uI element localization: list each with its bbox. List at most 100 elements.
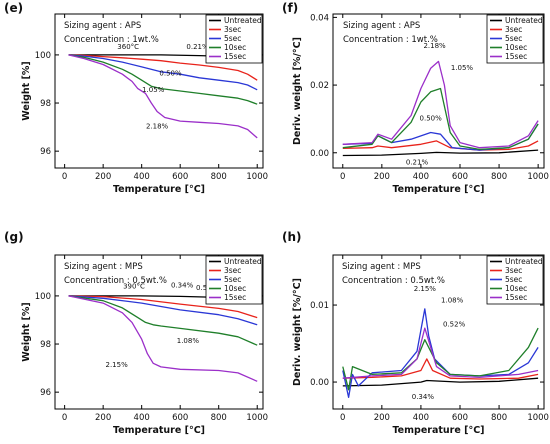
series-line-5sec xyxy=(342,308,539,399)
plot-frame xyxy=(54,254,264,410)
annotation-label: 2.15% xyxy=(106,361,129,369)
chart-info-text: Sizing agent : MPS xyxy=(342,262,421,272)
annotation-label: 1.05% xyxy=(451,64,474,72)
annotation-label: 2.15% xyxy=(414,285,437,293)
panel-label: (g) xyxy=(4,230,24,244)
y-axis-title: Deriv. weight [%/°C] xyxy=(292,278,303,386)
legend-label: 10sec xyxy=(505,284,527,293)
chart-panel-e: (e) 0 200 400 600 800 1000 96 98 100 Temperature [… xyxy=(4,1,268,195)
x-tick-label: 1000 xyxy=(527,413,549,423)
series-line-15sec xyxy=(342,60,539,149)
legend-label: 5sec xyxy=(224,34,241,43)
panel-label: (e) xyxy=(4,1,23,15)
legend-label: 15sec xyxy=(505,293,527,302)
legend-label: 10sec xyxy=(505,43,527,52)
x-tick-label: 200 xyxy=(374,413,390,423)
x-tick-label: 600 xyxy=(172,413,188,423)
series-line-3sec xyxy=(68,295,258,319)
legend-label: 15sec xyxy=(224,52,246,61)
series-line-5sec xyxy=(68,54,258,91)
series-line-untreated xyxy=(342,377,539,387)
y-tick-label: 100 xyxy=(35,51,51,61)
x-axis-title: Temperature [°C] xyxy=(392,184,484,195)
y-tick-label: 0.02 xyxy=(310,81,329,91)
annotation-label: 0.50% xyxy=(420,115,443,123)
annotation-label: 1.05% xyxy=(142,86,165,94)
x-tick-label: 600 xyxy=(452,413,468,423)
series-line-10sec xyxy=(68,295,258,346)
plot-frame xyxy=(332,254,545,410)
x-tick-label: 0 xyxy=(62,172,67,182)
series-line-10sec xyxy=(342,87,539,151)
x-tick-label: 800 xyxy=(211,413,227,423)
x-axis-title: Temperature [°C] xyxy=(113,184,205,195)
y-tick-label: 0.01 xyxy=(310,301,329,311)
legend-label: 3sec xyxy=(505,266,522,275)
annotation-label: 360°C xyxy=(117,43,139,51)
series-line-15sec xyxy=(68,54,258,139)
annotation-label: 0.21% xyxy=(406,159,429,167)
legend-label: 5sec xyxy=(505,275,522,284)
plot-frame xyxy=(54,13,264,169)
legend-label: 15sec xyxy=(224,293,246,302)
legend-label: Untreated xyxy=(505,257,543,266)
annotation-label: 0.50% xyxy=(159,69,182,77)
panel-label: (h) xyxy=(282,230,302,244)
annotation-label: 390°C xyxy=(123,283,145,291)
y-tick-label: 0.04 xyxy=(310,13,329,23)
x-tick-label: 200 xyxy=(95,172,111,182)
legend-label: Untreated xyxy=(224,16,262,25)
x-tick-label: 800 xyxy=(211,172,227,182)
legend-label: 5sec xyxy=(224,275,241,284)
y-tick-label: 96 xyxy=(40,388,51,398)
y-tick-label: 98 xyxy=(40,340,51,350)
chart-info-text: Concentration : 1wt.% xyxy=(64,35,159,45)
annotation-label: 2.18% xyxy=(146,122,169,130)
chart-panel-g: (g) 0 200 400 600 800 1000 96 98 100 Temperature [… xyxy=(4,230,268,436)
series-line-untreated xyxy=(342,149,539,157)
annotation-label: 0.52% xyxy=(443,321,466,329)
legend-label: 5sec xyxy=(505,34,522,43)
panel-label: (f) xyxy=(282,1,298,15)
chart-info-text: Concentration : 1wt.% xyxy=(343,35,438,45)
legend-label: Untreated xyxy=(224,257,262,266)
x-tick-label: 0 xyxy=(340,172,345,182)
legend-label: 3sec xyxy=(224,266,241,275)
chart-panel-f: (f) 0 200 400 600 800 1000 0.00 0.02 0.04 Temperat… xyxy=(282,1,549,195)
legend-label: 10sec xyxy=(224,284,246,293)
x-tick-label: 200 xyxy=(374,172,390,182)
annotation-label: 0.34% xyxy=(412,393,435,401)
x-tick-label: 800 xyxy=(491,413,507,423)
y-tick-label: 0.00 xyxy=(310,378,329,388)
chart-info-text: Concentration : 0.5wt.% xyxy=(342,276,445,286)
legend-label: 3sec xyxy=(224,25,241,34)
x-tick-label: 600 xyxy=(452,172,468,182)
series-line-3sec xyxy=(68,54,258,81)
series-line-10sec xyxy=(68,54,258,105)
legend-label: 15sec xyxy=(505,52,527,61)
chart-panel-h: (h) 0 200 400 600 800 1000 0.00 0.01 Temperature … xyxy=(282,230,549,436)
x-axis-title: Temperature [°C] xyxy=(113,425,205,436)
chart-info-text: Sizing agent : APS xyxy=(343,21,420,31)
annotation-label: 2.18% xyxy=(423,42,446,50)
y-tick-label: 96 xyxy=(40,147,51,157)
annotation-label: 0.34% xyxy=(171,281,194,289)
x-tick-label: 400 xyxy=(134,172,150,182)
chart-info-text: Sizing agent : APS xyxy=(64,21,141,31)
chart-info-text: Sizing agent : MPS xyxy=(64,262,143,272)
plot-frame xyxy=(332,13,545,169)
legend-label: 10sec xyxy=(224,43,246,52)
y-tick-label: 98 xyxy=(40,99,51,109)
series-line-5sec xyxy=(68,295,258,326)
y-tick-label: 0.00 xyxy=(310,149,329,159)
x-tick-label: 1000 xyxy=(246,413,268,423)
x-tick-label: 1000 xyxy=(527,172,549,182)
y-axis-title: Deriv. weight [%/°C] xyxy=(292,37,303,145)
x-tick-label: 400 xyxy=(413,172,429,182)
x-tick-label: 600 xyxy=(172,172,188,182)
x-tick-label: 400 xyxy=(413,413,429,423)
series-line-3sec xyxy=(342,140,539,151)
y-axis-title: Weight [%] xyxy=(21,61,32,120)
annotation-label: 1.08% xyxy=(177,337,200,345)
